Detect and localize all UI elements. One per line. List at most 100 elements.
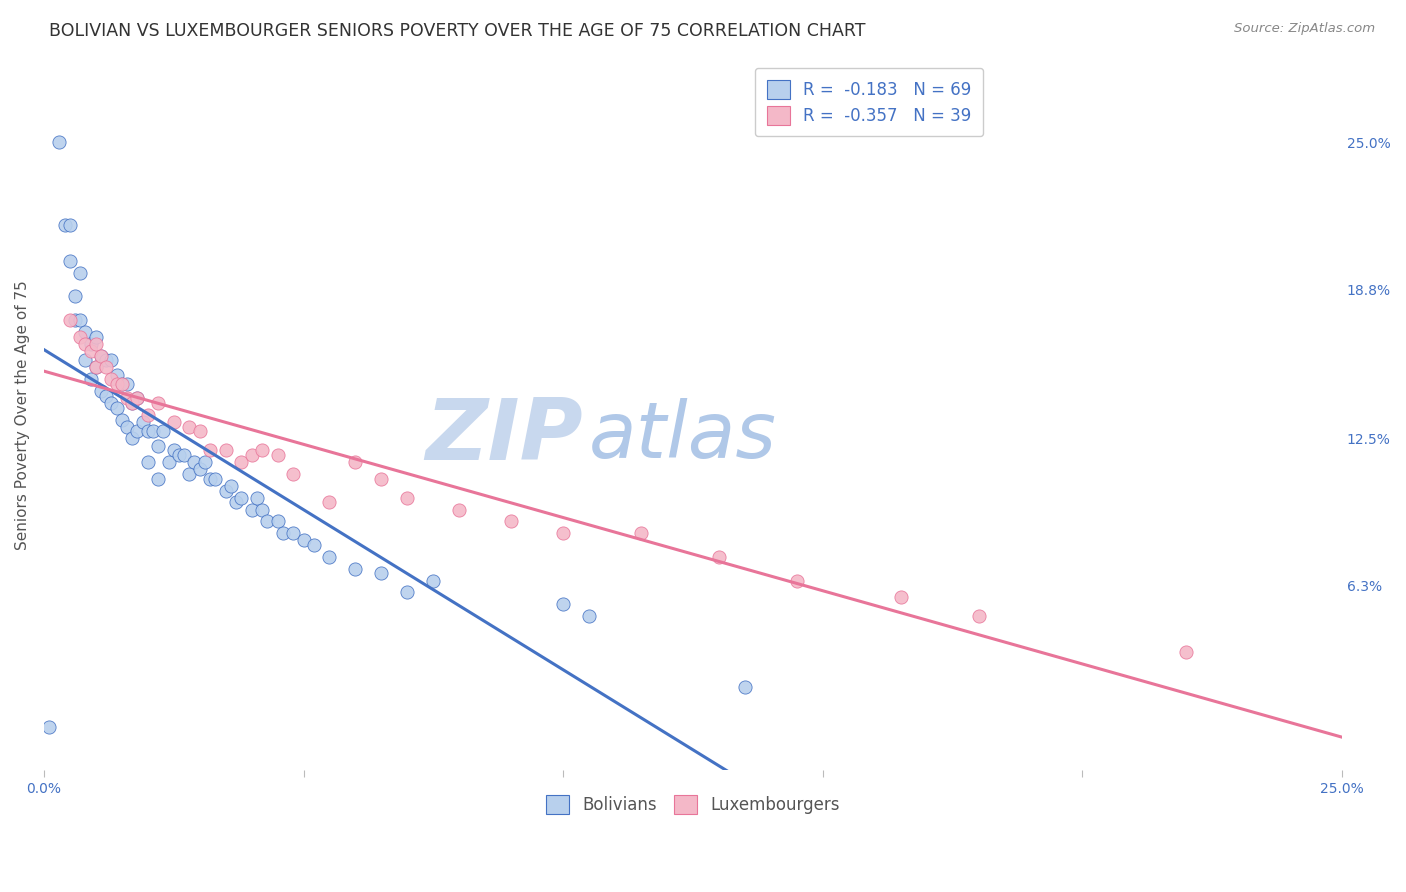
Point bbox=[1175, 644, 1198, 658]
Point bbox=[142, 425, 165, 439]
Point bbox=[183, 455, 205, 469]
Point bbox=[90, 349, 112, 363]
Point bbox=[79, 372, 101, 386]
Point bbox=[225, 495, 247, 509]
Point bbox=[69, 266, 91, 280]
Point bbox=[734, 680, 756, 694]
Point bbox=[292, 533, 315, 548]
Point bbox=[553, 526, 575, 541]
Point bbox=[115, 377, 138, 392]
Point bbox=[79, 336, 101, 351]
Point bbox=[157, 455, 180, 469]
Point bbox=[231, 455, 253, 469]
Point bbox=[127, 425, 149, 439]
Point bbox=[396, 585, 419, 599]
Point bbox=[786, 574, 808, 588]
Point bbox=[100, 396, 122, 410]
Point bbox=[96, 360, 118, 375]
Point bbox=[370, 472, 392, 486]
Point bbox=[167, 448, 190, 462]
Point bbox=[63, 313, 86, 327]
Point bbox=[370, 566, 392, 581]
Point bbox=[707, 549, 730, 564]
Y-axis label: Seniors Poverty Over the Age of 75: Seniors Poverty Over the Age of 75 bbox=[15, 280, 30, 549]
Point bbox=[281, 467, 304, 481]
Point bbox=[115, 419, 138, 434]
Legend: Bolivians, Luxembourgers: Bolivians, Luxembourgers bbox=[534, 783, 852, 826]
Point bbox=[121, 432, 143, 446]
Point bbox=[250, 443, 273, 458]
Point bbox=[240, 502, 263, 516]
Point bbox=[59, 253, 82, 268]
Point bbox=[121, 396, 143, 410]
Point bbox=[111, 412, 134, 426]
Point bbox=[630, 526, 652, 541]
Point bbox=[79, 343, 101, 358]
Point bbox=[75, 336, 97, 351]
Point bbox=[214, 483, 236, 498]
Point bbox=[69, 329, 91, 343]
Point bbox=[84, 336, 107, 351]
Point bbox=[63, 289, 86, 303]
Point bbox=[100, 353, 122, 368]
Point bbox=[163, 443, 186, 458]
Point bbox=[146, 472, 169, 486]
Point bbox=[48, 136, 70, 150]
Point bbox=[967, 609, 990, 624]
Point bbox=[198, 443, 221, 458]
Point bbox=[240, 448, 263, 462]
Point bbox=[105, 377, 128, 392]
Point bbox=[163, 415, 186, 429]
Point bbox=[256, 514, 278, 528]
Point bbox=[121, 396, 143, 410]
Text: ZIP: ZIP bbox=[425, 394, 582, 477]
Point bbox=[250, 502, 273, 516]
Point bbox=[59, 219, 82, 233]
Point bbox=[136, 408, 159, 422]
Point bbox=[53, 219, 76, 233]
Point bbox=[179, 467, 201, 481]
Point bbox=[214, 443, 236, 458]
Point bbox=[90, 384, 112, 398]
Point bbox=[146, 396, 169, 410]
Point bbox=[115, 391, 138, 405]
Point bbox=[96, 353, 118, 368]
Point bbox=[111, 377, 134, 392]
Point bbox=[318, 549, 340, 564]
Point bbox=[266, 448, 288, 462]
Point bbox=[246, 491, 269, 505]
Point bbox=[318, 495, 340, 509]
Point bbox=[231, 491, 253, 505]
Point bbox=[96, 389, 118, 403]
Point bbox=[449, 502, 471, 516]
Point bbox=[422, 574, 444, 588]
Point bbox=[105, 401, 128, 415]
Point bbox=[198, 472, 221, 486]
Point bbox=[127, 391, 149, 405]
Point bbox=[179, 419, 201, 434]
Point bbox=[38, 720, 60, 734]
Point bbox=[204, 472, 226, 486]
Point bbox=[344, 562, 367, 576]
Point bbox=[69, 313, 91, 327]
Point bbox=[266, 514, 288, 528]
Point bbox=[75, 325, 97, 339]
Point bbox=[105, 368, 128, 382]
Point bbox=[173, 448, 195, 462]
Point bbox=[553, 597, 575, 611]
Point bbox=[136, 455, 159, 469]
Point bbox=[271, 526, 294, 541]
Point bbox=[890, 590, 912, 604]
Text: BOLIVIAN VS LUXEMBOURGER SENIORS POVERTY OVER THE AGE OF 75 CORRELATION CHART: BOLIVIAN VS LUXEMBOURGER SENIORS POVERTY… bbox=[49, 22, 866, 40]
Point bbox=[188, 425, 211, 439]
Point bbox=[75, 353, 97, 368]
Point bbox=[344, 455, 367, 469]
Point bbox=[194, 455, 217, 469]
Point bbox=[90, 349, 112, 363]
Point bbox=[136, 425, 159, 439]
Point bbox=[111, 377, 134, 392]
Text: atlas: atlas bbox=[589, 398, 778, 475]
Point bbox=[396, 491, 419, 505]
Point bbox=[146, 439, 169, 453]
Point bbox=[127, 391, 149, 405]
